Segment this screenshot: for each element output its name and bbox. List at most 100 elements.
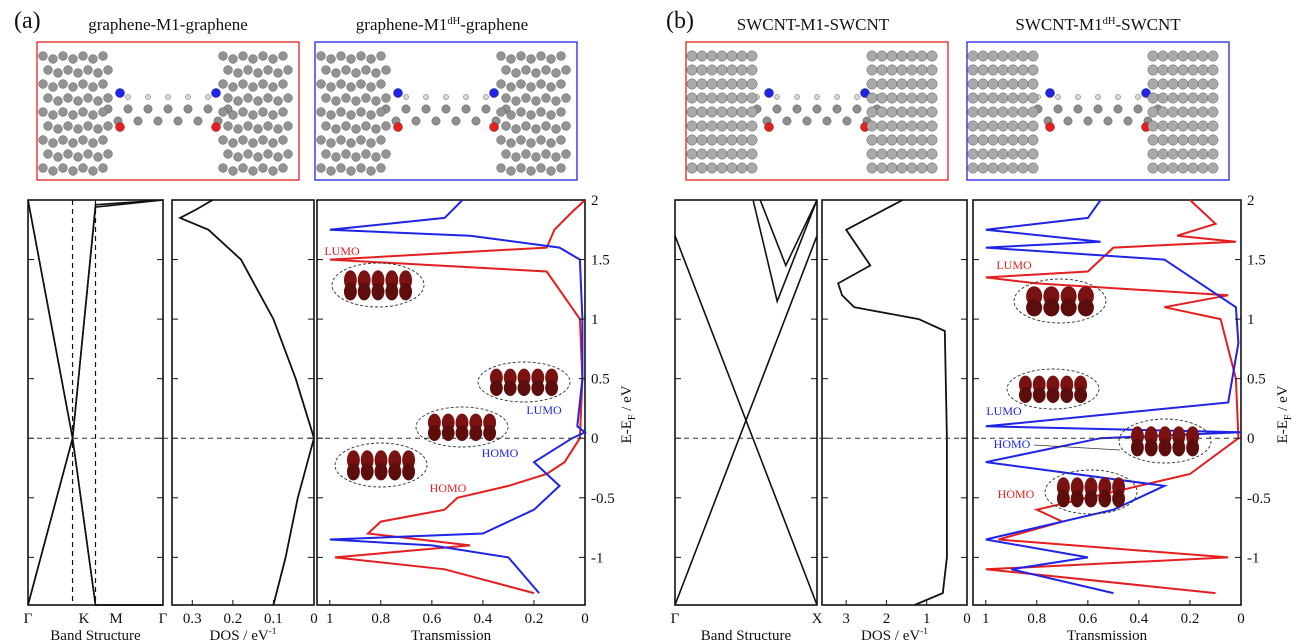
electrode-atom xyxy=(321,121,331,131)
electrode-atom xyxy=(736,162,748,174)
electrode-atom xyxy=(536,107,546,117)
electrode-atom xyxy=(906,92,918,104)
nitrogen-atom xyxy=(1141,88,1151,98)
electrode-atom xyxy=(346,82,356,92)
electrode-atom xyxy=(63,121,73,131)
electrode-atom xyxy=(1017,148,1029,160)
electrode-atom xyxy=(531,96,541,106)
transmission-curve xyxy=(329,199,586,595)
orbital-lobe xyxy=(503,380,517,396)
electrode-atom xyxy=(726,162,738,174)
transmission-xtick: 0.6 xyxy=(422,611,441,627)
electrode-atom xyxy=(346,138,356,148)
electrode-atom xyxy=(556,135,566,145)
transmission-xtick: 0 xyxy=(1237,611,1245,627)
orbital-outline xyxy=(477,361,571,403)
molecule-structure xyxy=(38,51,293,176)
hydrogen-atom xyxy=(165,94,171,100)
y-tick-label: 0 xyxy=(1247,431,1255,447)
electrode-atom xyxy=(371,152,381,162)
carbon-atom xyxy=(411,116,421,126)
orbital-lobe xyxy=(469,425,483,441)
electrode-atom xyxy=(686,92,698,104)
y-axis-label-text: E-EF / eV xyxy=(1275,385,1292,443)
band-line xyxy=(27,199,164,606)
carbon-atom xyxy=(163,104,173,114)
orbital-lobe xyxy=(374,462,388,481)
electrode-atom xyxy=(716,92,728,104)
electrode-atom xyxy=(1197,64,1209,76)
electrode-atom xyxy=(1027,64,1039,76)
electrode-atom xyxy=(526,82,536,92)
electrode-atom xyxy=(686,120,698,132)
dos-xtick: 2 xyxy=(883,611,891,627)
electrode-atom xyxy=(1007,64,1019,76)
electrode-atom xyxy=(93,96,103,106)
electrode-atom xyxy=(496,135,506,145)
hydrogen-atom xyxy=(403,94,409,100)
electrode-atom xyxy=(746,162,758,174)
electrode-atom xyxy=(1017,50,1029,62)
dos-axes xyxy=(821,199,968,606)
electrode-atom xyxy=(98,135,108,145)
electrode-atom xyxy=(736,78,748,90)
transmission-xtick: 0.6 xyxy=(1078,611,1097,627)
electrode-atom xyxy=(726,134,738,146)
orbital-lobe xyxy=(1043,298,1060,317)
electrode-atom xyxy=(726,148,738,160)
electrode-atom xyxy=(987,148,999,160)
electrode-atom xyxy=(346,110,356,120)
electrode-atom xyxy=(526,166,536,176)
electrode-atom xyxy=(541,65,551,75)
dos-xlabel: DOS / eV-1 xyxy=(861,627,928,641)
electrode-atom xyxy=(366,138,376,148)
transmission-axes xyxy=(972,199,1242,606)
electrode-atom xyxy=(546,54,556,64)
electrode-atom xyxy=(556,79,566,89)
y-tick-label: 0 xyxy=(591,431,599,447)
dos-axes xyxy=(171,199,315,606)
electrode-atom xyxy=(516,107,526,117)
electrode-atom xyxy=(501,149,511,159)
electrode-atom xyxy=(1147,162,1159,174)
system-title: graphene-M1dH-graphene xyxy=(356,15,528,34)
electrode-atom xyxy=(716,148,728,160)
electrode-atom xyxy=(1187,120,1199,132)
electrode-atom xyxy=(967,106,979,118)
electrode-atom xyxy=(83,65,93,75)
electrode-atom xyxy=(1007,50,1019,62)
electrode-atom xyxy=(356,135,366,145)
panel-label: (a) xyxy=(14,8,41,34)
electrode-atom xyxy=(997,106,1009,118)
electrode-atom xyxy=(1177,64,1189,76)
electrode-atom xyxy=(93,68,103,78)
electrode-atom xyxy=(501,121,511,131)
dos-curve xyxy=(177,199,315,606)
electrode-atom xyxy=(73,68,83,78)
carbon-atom xyxy=(1073,104,1083,114)
electrode-atom xyxy=(258,79,268,89)
electrode-atom xyxy=(526,138,536,148)
electrode-atom xyxy=(331,152,341,162)
electrode-atom xyxy=(496,51,506,61)
carbon-atom xyxy=(842,116,852,126)
electrode-atom xyxy=(243,93,253,103)
electrode-atom xyxy=(98,51,108,61)
electrode-atom xyxy=(263,93,273,103)
electrode-atom xyxy=(967,134,979,146)
electrode-atom xyxy=(987,134,999,146)
electrode-atom xyxy=(1007,92,1019,104)
dos-xtick: 0 xyxy=(310,611,318,627)
electrode-atom xyxy=(48,138,58,148)
electrode-atom xyxy=(53,96,63,106)
electrode-atom xyxy=(376,51,386,61)
dos-xtick: 0.2 xyxy=(223,611,242,627)
electrode-atom xyxy=(58,135,68,145)
electrode-atom xyxy=(746,148,758,160)
electrode-atom xyxy=(376,163,386,173)
electrode-atom xyxy=(746,106,758,118)
electrode-atom xyxy=(381,65,391,75)
molecule-structure xyxy=(316,51,571,176)
electrode-atom xyxy=(876,92,888,104)
electrode-atom xyxy=(341,121,351,131)
